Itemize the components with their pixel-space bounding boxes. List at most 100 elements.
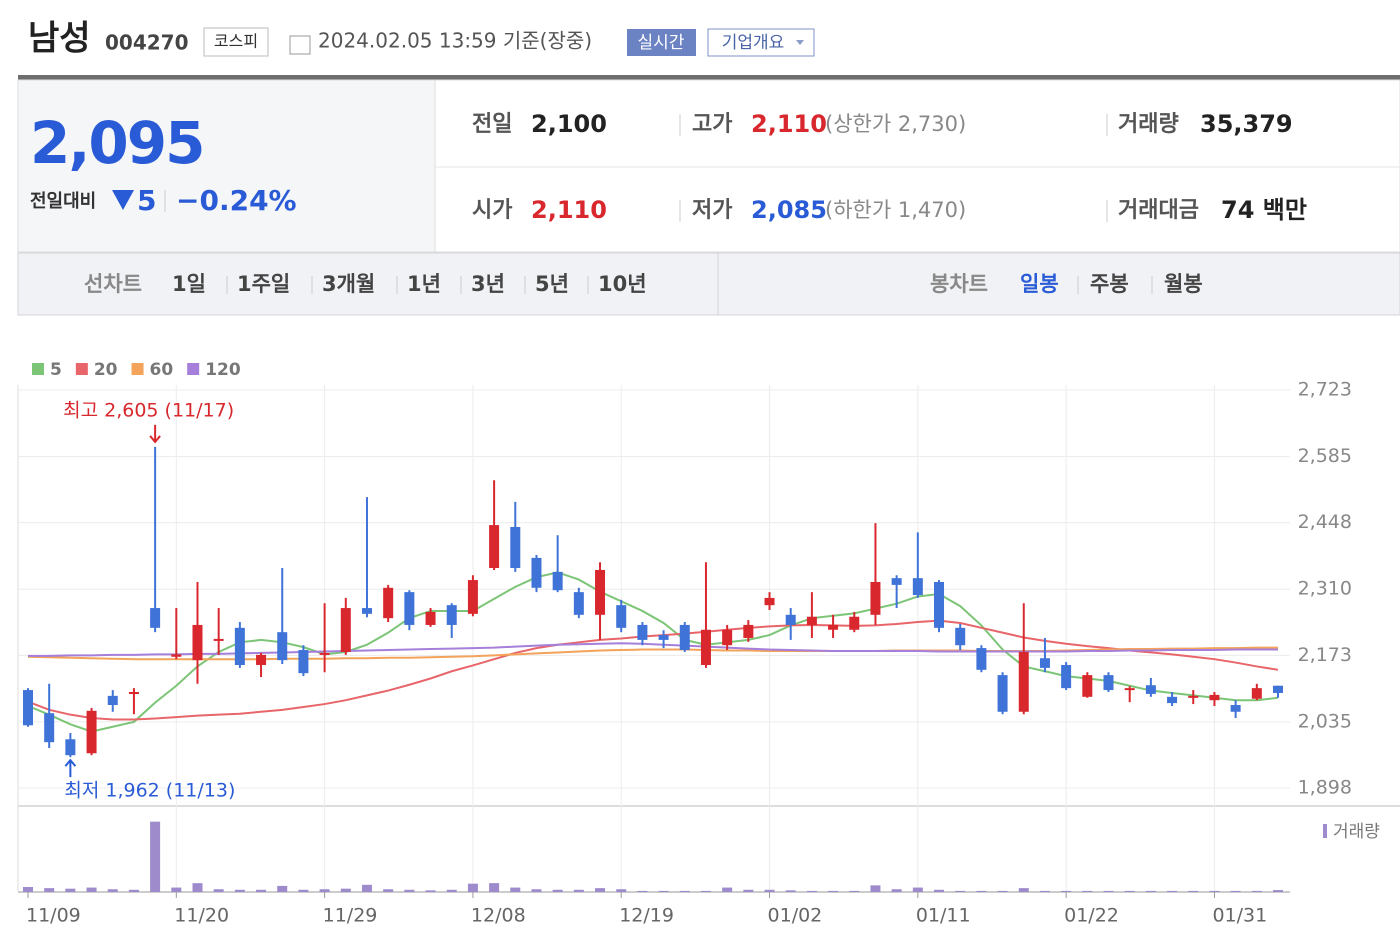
y-tick-label: 2,310 <box>1298 578 1352 600</box>
candle-body <box>573 592 584 615</box>
volume-bar <box>849 890 860 892</box>
tab[interactable]: 1일 <box>172 272 206 296</box>
realtime-button[interactable] <box>627 29 696 56</box>
y-tick-label: 1,898 <box>1298 777 1352 799</box>
tab[interactable]: 1주일 <box>237 272 290 296</box>
volume-bar <box>128 889 139 892</box>
volume-bar <box>467 883 478 892</box>
volume-legend: 거래량 <box>1333 822 1380 842</box>
change-label: 전일대비 <box>30 191 96 212</box>
tab[interactable]: 3년 <box>471 272 505 296</box>
high-annotation: 최고 2,605 (11/17) <box>63 399 234 421</box>
candle-body <box>870 582 881 615</box>
dropdown-caret <box>796 40 804 45</box>
volume-bar <box>785 890 796 892</box>
volume-bar <box>319 889 330 892</box>
volume-bar <box>404 889 415 892</box>
overview-button[interactable] <box>707 28 815 57</box>
overview-label[interactable]: 기업개요 <box>722 33 785 53</box>
candle-body <box>1039 658 1050 668</box>
volume-bar <box>828 890 839 892</box>
x-tick-label: 01/11 <box>916 905 971 927</box>
stock-name: 남성 <box>28 19 91 59</box>
x-tick-label: 11/20 <box>174 905 229 927</box>
change-rate: −0.24% <box>176 184 297 217</box>
candle-body <box>764 597 775 606</box>
volume-bar <box>256 889 267 892</box>
volume-bar <box>743 889 754 892</box>
legend-swatch <box>75 363 88 375</box>
legend-label: 5 <box>50 360 62 380</box>
market: 코스피 <box>214 32 258 51</box>
volume-bar <box>616 889 627 892</box>
candle-body <box>1145 685 1156 694</box>
volume-bar <box>192 883 203 892</box>
candle-body <box>425 611 436 625</box>
legend-label: 60 <box>150 360 174 380</box>
volume-bar <box>425 890 436 892</box>
tab[interactable]: 1년 <box>407 272 441 296</box>
candle-body <box>107 695 118 706</box>
candle-body <box>637 624 648 640</box>
header-rule <box>18 75 1400 80</box>
volume-bar <box>1251 890 1262 892</box>
stock-code: 004270 <box>105 31 189 55</box>
candle-body <box>467 580 478 614</box>
tab[interactable]: 10년 <box>598 272 647 296</box>
tabs: 선차트 1일 1주일 3개월 1년 3년 5년 10년 봉차트 일봉 주봉 월봉 <box>84 272 1203 296</box>
volume-bar <box>658 890 669 892</box>
candle-body <box>1167 696 1178 704</box>
volume-bar <box>912 887 923 892</box>
down-arrow <box>112 190 134 210</box>
volume-bar <box>489 883 500 892</box>
volume-bar <box>531 889 542 892</box>
volume-bar <box>446 889 457 892</box>
tab[interactable]: 일봉 <box>1020 272 1059 296</box>
tab[interactable]: 5년 <box>535 272 569 296</box>
candle-body <box>319 652 330 655</box>
tab-group-label: 봉차트 <box>930 272 988 296</box>
volume-bar <box>1167 890 1178 892</box>
volume-bar <box>1124 890 1135 892</box>
y-tick-label: 2,035 <box>1298 710 1352 732</box>
candle-body <box>128 691 139 694</box>
q-value: 2,085 <box>751 196 827 224</box>
candle-body <box>955 627 966 646</box>
candle-body <box>1230 705 1241 712</box>
price-panel <box>17 79 436 253</box>
candle-body <box>934 582 945 628</box>
legend-swatch <box>131 363 144 375</box>
volume-bar <box>955 890 966 892</box>
candle-body <box>1209 694 1220 701</box>
candle-body <box>234 627 245 665</box>
realtime-label[interactable]: 실시간 <box>638 33 685 53</box>
volume-bar <box>1018 888 1029 892</box>
candle-body <box>743 624 754 638</box>
candle-body <box>298 650 309 674</box>
candle-body <box>150 608 161 628</box>
candle-body <box>361 608 372 614</box>
tab[interactable]: 3개월 <box>322 272 375 296</box>
market-box <box>203 27 269 57</box>
candle-body <box>1061 664 1072 689</box>
x-tick-label: 12/08 <box>471 905 526 927</box>
candle-body <box>912 578 923 596</box>
legend-label: 120 <box>205 360 241 380</box>
ma-line <box>27 619 1279 721</box>
high-arrow <box>149 424 161 444</box>
volume-bar <box>86 887 97 892</box>
q-label: 저가 <box>692 198 732 223</box>
low-annotation: 최저 1,962 (11/13) <box>64 780 235 802</box>
volume-bar <box>298 889 309 892</box>
candle-body <box>1124 688 1135 691</box>
volume-legend-swatch <box>1323 824 1327 838</box>
candle-body <box>616 605 627 628</box>
tab[interactable]: 월봉 <box>1164 272 1203 296</box>
candle-body <box>1018 651 1029 712</box>
candle-body <box>340 608 351 652</box>
tab[interactable]: 주봉 <box>1090 272 1129 296</box>
q-label: 전일 <box>472 112 512 137</box>
candle-body <box>404 592 415 625</box>
candle-body <box>213 638 224 641</box>
